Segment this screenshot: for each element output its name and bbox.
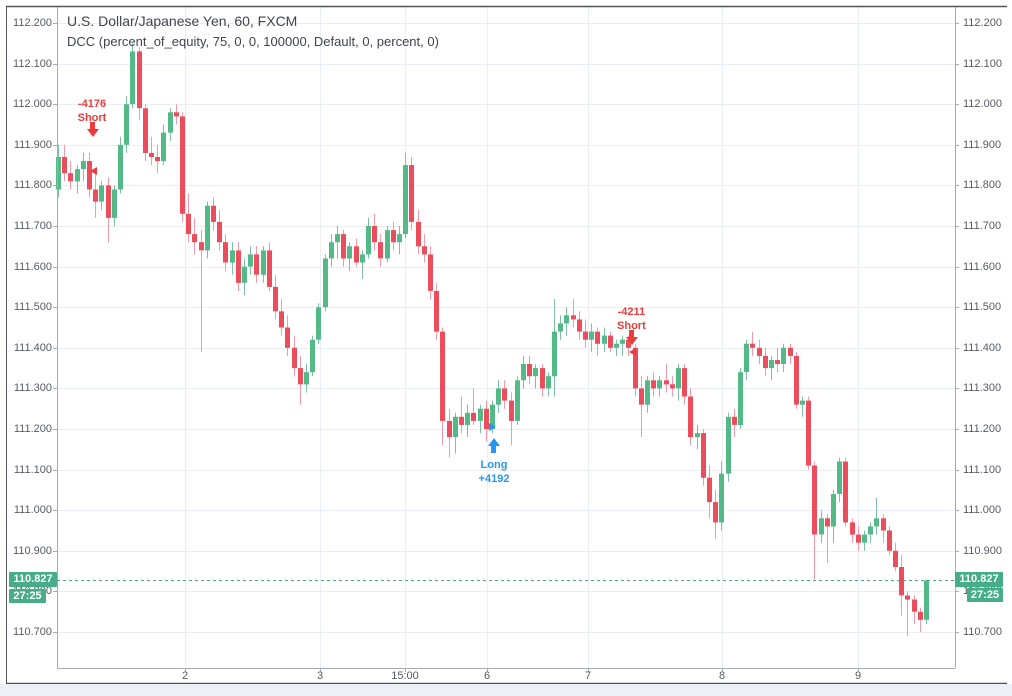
price-label-left: 111.600 (13, 261, 52, 273)
long-1-entry-triangle (489, 422, 496, 431)
price-label-left: 111.300 (13, 382, 52, 394)
long-1-arrow-head (487, 437, 500, 446)
price-label-right: 110.900 (963, 545, 1002, 557)
price-label-left: 110.900 (13, 545, 52, 557)
long-1-arrow-stem (491, 445, 496, 453)
price-label-left: 111.000 (13, 504, 52, 516)
price-label-right: 111.000 (963, 504, 1002, 516)
price-label-left: 112.100 (13, 58, 52, 70)
short-1-arrow-stem (90, 122, 95, 131)
price-label-right: 111.700 (963, 220, 1002, 232)
left-price-axis[interactable] (7, 7, 57, 668)
price-label-right: 112.200 (963, 17, 1002, 29)
price-label-left: 111.700 (13, 220, 52, 232)
short-2-entry-triangle (629, 347, 637, 356)
strategy-title[interactable]: DCC (percent_of_equity, 75, 0, 0, 100000… (67, 34, 439, 49)
price-label-right: 111.800 (963, 179, 1002, 191)
current-price-badge-left: 110.827 (9, 572, 57, 587)
countdown-badge-right: 27:25 (967, 588, 1003, 602)
price-label-right: 111.600 (963, 261, 1002, 273)
price-label-right: 111.500 (963, 301, 1002, 313)
long-1-label: Long +4192 (478, 458, 510, 485)
time-label: 3 (316, 670, 324, 682)
short-1-label: -4176 Short (77, 98, 107, 125)
price-label-right: 111.400 (963, 342, 1002, 354)
right-price-axis[interactable] (955, 7, 1012, 668)
time-axis[interactable] (7, 668, 1007, 683)
price-label-left: 111.400 (13, 342, 52, 354)
price-label-left: 112.200 (13, 17, 52, 29)
short-1-entry-triangle (90, 167, 97, 176)
time-label: 8 (718, 670, 726, 682)
price-label-left: 110.700 (13, 626, 52, 638)
price-label-left: 111.800 (13, 179, 52, 191)
time-label: 9 (854, 670, 862, 682)
price-label-left: 111.200 (13, 423, 52, 435)
short-1-arrow-head (86, 129, 99, 138)
price-label-right: 112.100 (963, 58, 1002, 70)
price-label-right: 111.300 (963, 382, 1002, 394)
current-price-badge-right: 110.827 (955, 572, 1003, 587)
price-label-right: 111.200 (963, 423, 1002, 435)
time-label: 2 (181, 670, 189, 682)
time-label: 7 (584, 670, 592, 682)
price-label-right: 111.100 (963, 464, 1002, 476)
short-2-label: -4211 Short (617, 305, 646, 332)
short-2-arrow-stem (629, 329, 635, 338)
price-label-left: 111.900 (13, 139, 52, 151)
time-label: 15:00 (391, 670, 419, 682)
time-label: 6 (483, 670, 491, 682)
chart-legend: U.S. Dollar/Japanese Yen, 60, FXCM DCC (… (67, 11, 439, 52)
price-label-left: 111.100 (13, 464, 52, 476)
price-label-left: 112.000 (13, 98, 52, 110)
symbol-title[interactable]: U.S. Dollar/Japanese Yen, 60, FXCM (67, 13, 298, 29)
price-label-right: 110.700 (963, 626, 1002, 638)
price-label-right: 111.900 (963, 139, 1002, 151)
countdown-badge-left: 27:25 (9, 589, 46, 603)
price-label-right: 112.000 (963, 98, 1002, 110)
page-background-strip (0, 684, 1012, 696)
price-label-left: 111.500 (13, 301, 52, 313)
short-2-arrow-head (625, 336, 638, 345)
